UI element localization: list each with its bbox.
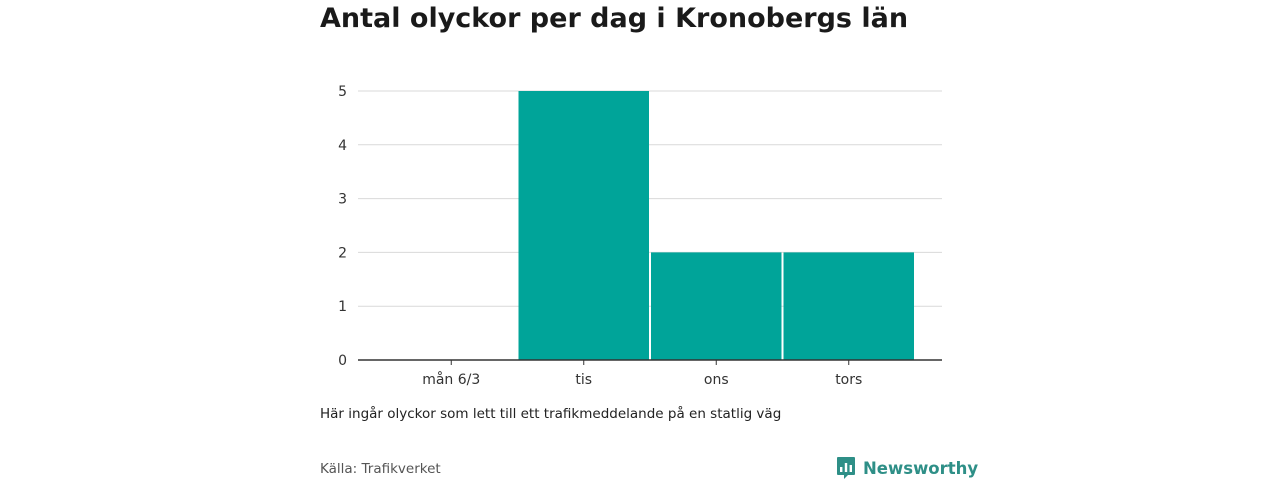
- y-tick-label: 2: [338, 245, 347, 261]
- x-tick-label: ons: [704, 372, 729, 388]
- bar-2: [651, 252, 782, 360]
- bars: [518, 91, 914, 360]
- x-tick-label: tis: [575, 372, 592, 388]
- x-axis-ticks: mån 6/3 tis ons tors: [422, 360, 862, 388]
- bar-3: [783, 252, 914, 360]
- y-tick-label: 1: [338, 299, 347, 315]
- bar-1: [518, 91, 649, 360]
- brand-logo: Newsworthy: [836, 455, 978, 481]
- brand-name: Newsworthy: [863, 458, 979, 478]
- y-tick-label: 4: [338, 138, 347, 154]
- chart-note: Här ingår olyckor som lett till ett traf…: [320, 406, 782, 422]
- y-tick-label: 0: [338, 353, 347, 369]
- x-tick-label: mån 6/3: [422, 371, 480, 388]
- chart-title: Antal olyckor per dag i Kronobergs län: [320, 3, 909, 34]
- x-tick-label: tors: [835, 372, 862, 388]
- y-tick-label: 5: [338, 84, 347, 100]
- newsworthy-logo-icon: [837, 457, 855, 479]
- y-axis-ticks: 0 1 2 3 4 5: [338, 84, 347, 369]
- y-tick-label: 3: [338, 192, 347, 208]
- source-text: Källa: Trafikverket: [320, 461, 441, 477]
